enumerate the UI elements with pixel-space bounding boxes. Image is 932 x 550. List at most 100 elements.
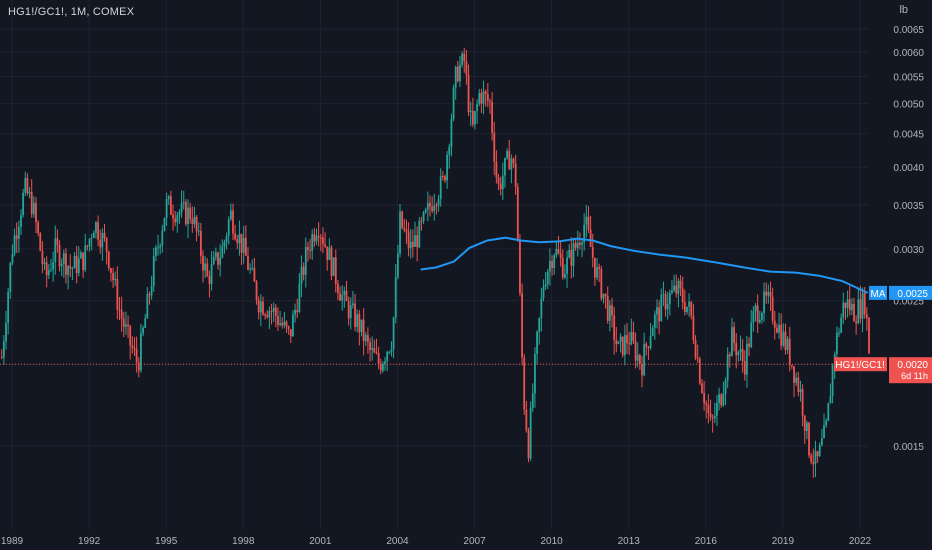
candle-body xyxy=(223,241,226,247)
x-tick-label: 2004 xyxy=(386,536,409,547)
candle-body xyxy=(718,394,720,404)
candle-body xyxy=(43,262,46,264)
candle-body xyxy=(236,239,239,244)
candle-body xyxy=(319,237,322,239)
candle-body xyxy=(326,246,329,260)
candle-body xyxy=(696,358,699,360)
candle-body xyxy=(272,307,275,312)
candle-body xyxy=(204,263,207,271)
x-tick-label: 1998 xyxy=(232,536,255,547)
candle-body xyxy=(570,249,573,266)
candle-body xyxy=(420,220,423,222)
candle-body xyxy=(214,252,217,258)
candle-body xyxy=(247,255,249,270)
candle-body xyxy=(90,237,93,239)
candle-body xyxy=(110,268,112,273)
candle-body xyxy=(165,199,168,218)
candle-body xyxy=(242,237,245,253)
candle-body xyxy=(611,305,613,316)
candle-body xyxy=(125,324,127,327)
symbol-name-tag xyxy=(834,357,887,372)
candle-body xyxy=(574,243,577,248)
candle-body xyxy=(671,290,673,293)
candle-body xyxy=(795,377,798,383)
candle-body xyxy=(634,340,637,361)
candle-body xyxy=(266,314,269,318)
candle-body xyxy=(581,242,583,245)
candle-body xyxy=(542,286,545,299)
candle-body xyxy=(583,224,586,243)
candle-body xyxy=(598,267,601,269)
candle-body xyxy=(835,332,838,355)
candle-body xyxy=(853,303,855,322)
candle-body xyxy=(711,417,714,419)
candle-body xyxy=(713,415,716,419)
candle-body xyxy=(501,175,504,190)
candle-body xyxy=(189,207,192,220)
candle-body xyxy=(206,263,209,277)
candle-body xyxy=(264,314,267,316)
candle-body xyxy=(101,232,104,248)
candle-body xyxy=(161,230,164,246)
candle-body xyxy=(270,311,273,313)
candle-body xyxy=(7,291,10,324)
y-tick-label: 0.0060 xyxy=(893,48,924,59)
time-axis[interactable]: 1989 1992 1995 1998 2001 2004 2007 2010 2013 2016… xyxy=(1,536,872,547)
candle-body xyxy=(146,294,149,319)
candle-body xyxy=(255,281,258,301)
candle-body xyxy=(632,331,635,341)
candle-body xyxy=(352,303,354,306)
candle-body xyxy=(433,205,436,211)
candle-body xyxy=(484,91,487,95)
candle-body xyxy=(519,240,521,293)
candle-body xyxy=(118,309,121,311)
candle-body xyxy=(461,53,464,65)
candle-body xyxy=(673,285,676,291)
candle-body xyxy=(465,61,468,75)
candle-body xyxy=(67,266,70,275)
symbol-title[interactable]: HG1!/GC1!, 1M, COMEX xyxy=(8,6,135,18)
candle-body xyxy=(369,341,371,350)
candle-body xyxy=(810,455,813,462)
candle-body xyxy=(752,311,755,323)
candle-body xyxy=(591,246,594,258)
candle-body xyxy=(140,333,142,371)
candle-body xyxy=(399,211,401,254)
candle-body xyxy=(358,314,361,333)
candle-body xyxy=(169,196,172,215)
candle-body xyxy=(534,354,536,394)
candle-body xyxy=(617,341,620,344)
candle-body xyxy=(454,66,457,88)
candle-body xyxy=(585,216,588,225)
candle-body xyxy=(199,230,202,256)
candle-body xyxy=(47,270,50,276)
candle-body xyxy=(232,210,234,234)
candle-body xyxy=(84,245,87,271)
candle-body xyxy=(600,268,603,299)
candle-body xyxy=(827,403,830,421)
candle-body xyxy=(471,110,474,125)
candle-body xyxy=(690,301,693,316)
candle-body xyxy=(531,393,534,408)
candle-body xyxy=(240,233,243,253)
candle-body xyxy=(728,354,731,357)
candle-body xyxy=(784,331,787,351)
candle-body xyxy=(521,292,523,358)
candle-body xyxy=(174,218,177,223)
candle-body xyxy=(709,413,712,418)
candle-body xyxy=(259,301,262,313)
candle-body xyxy=(127,324,129,326)
candle-body xyxy=(649,336,652,348)
candle-body xyxy=(512,158,515,164)
candle-body xyxy=(122,318,125,327)
candle-body xyxy=(763,291,765,314)
candle-body xyxy=(15,235,18,239)
candle-body xyxy=(861,292,864,319)
candle-body xyxy=(50,269,52,271)
candle-body xyxy=(859,299,862,319)
candle-body xyxy=(135,348,138,363)
candle-body xyxy=(71,268,74,270)
candle-body xyxy=(608,305,611,321)
